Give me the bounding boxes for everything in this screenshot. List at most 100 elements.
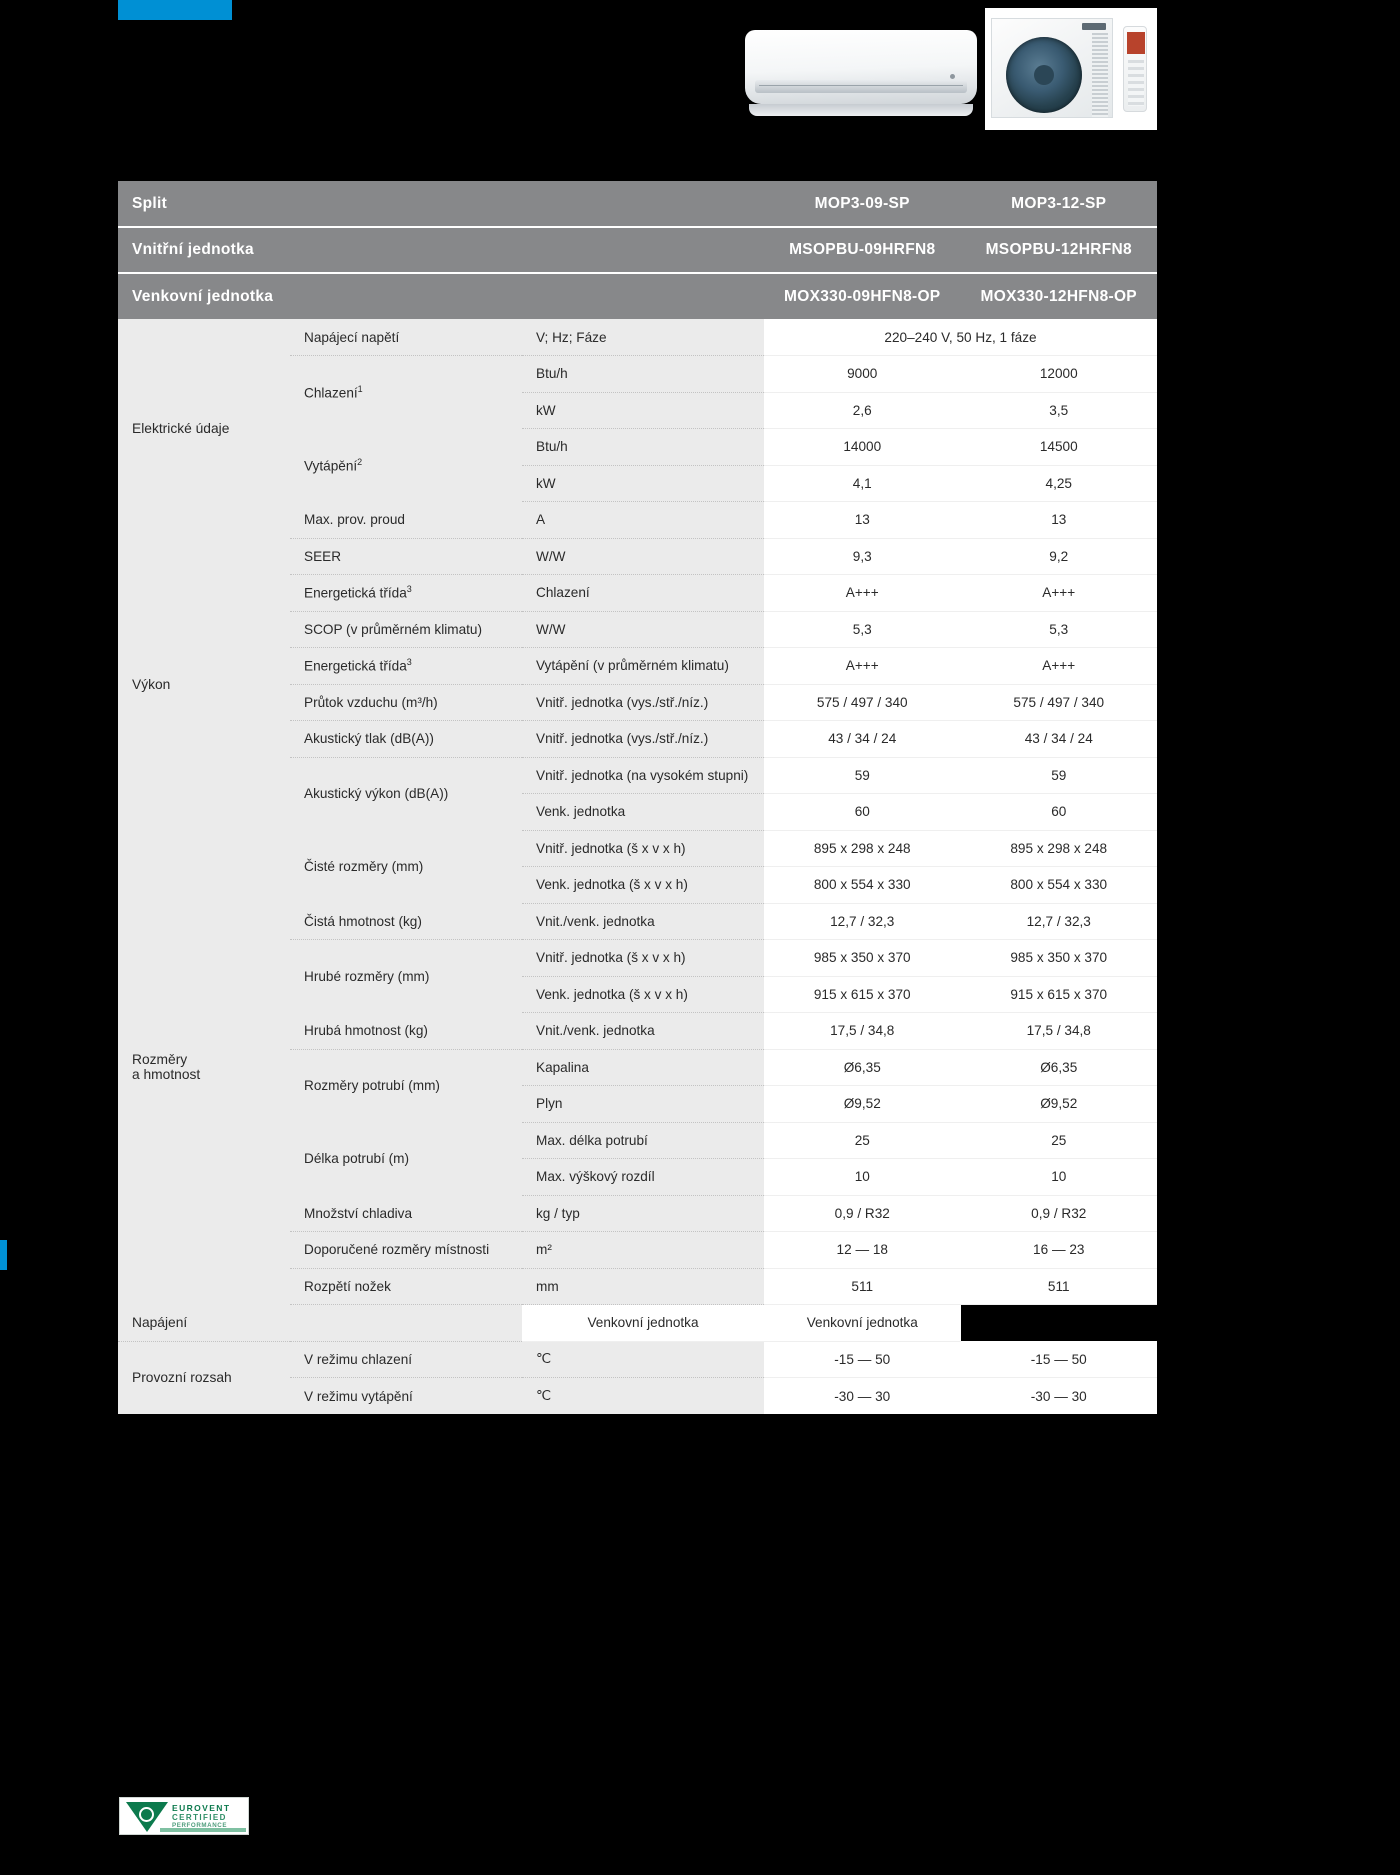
- row-unit-label: A: [522, 501, 764, 539]
- table-row: Energetická třída3 Vytápění (v průměrném …: [118, 647, 1157, 685]
- row-unit-label: kW: [522, 465, 764, 502]
- row-value: 43 / 34 / 24: [764, 720, 961, 758]
- row-param-label: Energetická třída3: [290, 574, 522, 612]
- row-value: 60: [960, 793, 1157, 831]
- header-model-name: MOP3-12-SP: [960, 181, 1157, 228]
- table-row: Venk. jednotka 60 60: [118, 793, 1157, 831]
- row-param-label: Rozměry potrubí (mm): [290, 1049, 522, 1122]
- table-row: Čistá hmotnost (kg) Vnit./venk. jednotka 1…: [118, 903, 1157, 940]
- outdoor-unit-grille: [1092, 33, 1108, 117]
- row-value-merged: 220–240 V, 50 Hz, 1 fáze: [764, 319, 1157, 356]
- row-value: 12,7 / 32,3: [960, 903, 1157, 940]
- row-value: Ø9,52: [960, 1085, 1157, 1123]
- row-group-label: Výkon: [118, 538, 290, 830]
- product-images: [745, 8, 1157, 130]
- accent-bar: [118, 0, 232, 20]
- row-value: 800 x 554 x 330: [764, 866, 961, 904]
- row-value: 800 x 554 x 330: [960, 866, 1157, 904]
- row-value: 3,5: [960, 392, 1157, 429]
- row-value: 895 x 298 x 248: [764, 830, 961, 867]
- row-value: 16 — 23: [960, 1231, 1157, 1269]
- header-row: Vnitřní jednotka MSOPBU-09HRFN8 MSOPBU-12H…: [118, 227, 1157, 274]
- row-param-label: Akustický tlak (dB(A)): [290, 720, 522, 758]
- row-unit-label: Vnitř. jednotka (š x v x h): [522, 939, 764, 977]
- table-row: Hrubé rozměry (mm) Vnitř. jednotka (š x v…: [118, 939, 1157, 1013]
- row-param-label: Čisté rozměry (mm): [290, 830, 522, 903]
- row-value: Ø6,35: [960, 1049, 1157, 1086]
- row-unit-label: ℃: [522, 1341, 764, 1378]
- row-value: 59: [764, 757, 961, 794]
- table-row: Chlazení1 Btu/h 9000 12000: [118, 355, 1157, 429]
- row-unit-label: Btu/h: [522, 355, 764, 393]
- row-param-label: Akustický výkon (dB(A)): [290, 757, 522, 830]
- row-value: 5,3: [960, 611, 1157, 648]
- row-unit-label: Chlazení: [522, 574, 764, 612]
- row-value: 12 — 18: [764, 1231, 961, 1269]
- row-value: 985 x 350 x 370: [764, 939, 961, 977]
- row-value: -15 — 50: [960, 1341, 1157, 1378]
- header-label: Vnitřní jednotka: [118, 227, 764, 274]
- row-value: Ø9,52: [764, 1085, 961, 1123]
- remote-control-image: [1123, 26, 1147, 112]
- eurovent-line3: PERFORMANCE: [172, 1822, 228, 1829]
- row-value: 5,3: [764, 611, 961, 648]
- table-body: Elektrické údaje Napájecí napětí V; Hz; Fá…: [118, 319, 1157, 1414]
- table-row: Energetická třída3 Chlazení A+++ A+++: [118, 574, 1157, 612]
- row-value: Ø6,35: [764, 1049, 961, 1086]
- outdoor-unit-logo: [1082, 23, 1106, 30]
- row-unit-label: Plyn: [522, 1085, 764, 1123]
- row-value: Venkovní jednotka: [522, 1304, 764, 1342]
- row-value: 9000: [764, 355, 961, 393]
- header-model-name: MOP3-09-SP: [764, 181, 961, 228]
- table-row: SCOP (v průměrném klimatu) W/W 5,3 5,3: [118, 611, 1157, 648]
- row-group-label: Napájení: [118, 1304, 290, 1342]
- specification-table: Split MOP3-09-SP MOP3-12-SP Vnitřní jednotk…: [118, 181, 1157, 1414]
- row-value: 4,1: [764, 465, 961, 502]
- outdoor-unit-fan: [1006, 37, 1082, 113]
- table-row: V režimu vytápění ℃ -30 — 30 -30 — 30: [118, 1377, 1157, 1414]
- row-value: 10: [960, 1158, 1157, 1196]
- table-row: kW 2,6 3,5: [118, 392, 1157, 429]
- row-param-label: Hrubá hmotnost (kg): [290, 1012, 522, 1050]
- eurovent-line2: CERTIFIED: [172, 1813, 227, 1822]
- row-param-label: Energetická třída3: [290, 647, 522, 685]
- row-value: Venkovní jednotka: [764, 1304, 961, 1342]
- row-value: 17,5 / 34,8: [960, 1012, 1157, 1050]
- row-value: 0,9 / R32: [960, 1195, 1157, 1232]
- table-row: Průtok vzduchu (m³/h) Vnitř. jednotka (vy…: [118, 684, 1157, 721]
- row-param-label: SCOP (v průměrném klimatu): [290, 611, 522, 648]
- row-value: 511: [764, 1268, 961, 1305]
- row-value: 10: [764, 1158, 961, 1196]
- eurovent-bar: [160, 1828, 246, 1832]
- row-value: -30 — 30: [764, 1377, 961, 1414]
- table-row: Venk. jednotka (š x v x h) 800 x 554 x 33…: [118, 866, 1157, 904]
- header-model-name: MOX330-09HFN8-OP: [764, 273, 961, 319]
- row-unit-label: V; Hz; Fáze: [522, 319, 764, 356]
- row-param-label: Doporučené rozměry místnosti: [290, 1231, 522, 1269]
- row-unit-label: Venk. jednotka (š x v x h): [522, 866, 764, 904]
- row-value: 2,6: [764, 392, 961, 429]
- table-row: Výkon SEER W/W 9,3 9,2: [118, 538, 1157, 830]
- row-value: 0,9 / R32: [764, 1195, 961, 1232]
- header-row: Venkovní jednotka MOX330-09HFN8-OP MOX330-…: [118, 273, 1157, 319]
- indoor-unit-vent: [755, 80, 967, 93]
- row-value: 43 / 34 / 24: [960, 720, 1157, 758]
- row-param-label: Čistá hmotnost (kg): [290, 903, 522, 940]
- row-param-label: Vytápění2: [290, 428, 522, 502]
- row-param-label: SEER: [290, 538, 522, 575]
- row-unit-label: Vnit./venk. jednotka: [522, 1012, 764, 1050]
- table-row: Vytápění2 Btu/h 14000 14500: [118, 428, 1157, 502]
- row-unit-label: Vnitř. jednotka (vys./stř./níz.): [522, 684, 764, 721]
- outdoor-unit-image: [985, 8, 1157, 130]
- row-unit-label: m²: [522, 1231, 764, 1269]
- row-value: 511: [960, 1268, 1157, 1305]
- row-value: 985 x 350 x 370: [960, 939, 1157, 977]
- row-value: 13: [764, 501, 961, 539]
- row-unit-label: Max. délka potrubí: [522, 1122, 764, 1159]
- table-row: Rozměry potrubí (mm) Kapalina Ø6,35 Ø6,35: [118, 1049, 1157, 1122]
- row-value: -15 — 50: [764, 1341, 961, 1378]
- row-unit-label: Venk. jednotka (š x v x h): [522, 976, 764, 1013]
- table-row: Plyn Ø9,52 Ø9,52: [118, 1085, 1157, 1123]
- row-param-label: Napájecí napětí: [290, 319, 522, 356]
- row-value: 915 x 615 x 370: [960, 976, 1157, 1013]
